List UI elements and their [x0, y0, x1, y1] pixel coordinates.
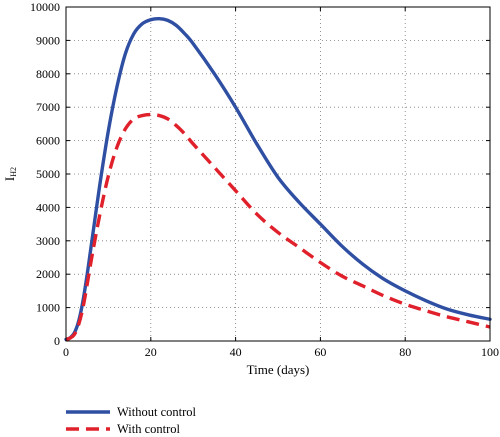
y-tick-label: 10000 [30, 0, 60, 14]
y-axis-label: IH2 [2, 167, 18, 181]
axis-ticks: 0 20 40 60 80 1000100020003000400050006000700… [30, 0, 499, 359]
y-tick-label: 5000 [36, 167, 60, 181]
y-tick-label: 8000 [36, 67, 60, 81]
x-tick-label: 80 [399, 345, 411, 359]
grid-lines [66, 7, 490, 341]
series-lines [64, 16, 492, 342]
x-tick-label: 0 [63, 345, 69, 359]
x-tick-label: 40 [230, 345, 242, 359]
y-tick-label: 6000 [36, 134, 60, 148]
y-tick-label: 7000 [36, 100, 60, 114]
x-tick-label: 60 [314, 345, 326, 359]
legend-label-with-control: With control [117, 422, 181, 436]
y-tick-label: 4000 [36, 200, 60, 214]
legend-label-without-control: Without control [117, 405, 197, 419]
y-axis-label-subscript: H2 [9, 167, 18, 177]
y-tick-label: 2000 [36, 267, 60, 281]
series-line-without-control [64, 16, 492, 342]
y-tick-label: 0 [54, 334, 60, 348]
y-tick-label: 9000 [36, 33, 60, 47]
legend: Without control With control [66, 405, 197, 436]
series-line-with-control [65, 112, 491, 341]
y-tick-label: 1000 [36, 301, 60, 315]
x-tick-label: 20 [145, 345, 157, 359]
y-axis-label-main: I [2, 177, 17, 181]
y-tick-label: 3000 [36, 234, 60, 248]
x-axis-label: Time (days) [247, 362, 310, 377]
x-tick-label: 100 [481, 345, 499, 359]
